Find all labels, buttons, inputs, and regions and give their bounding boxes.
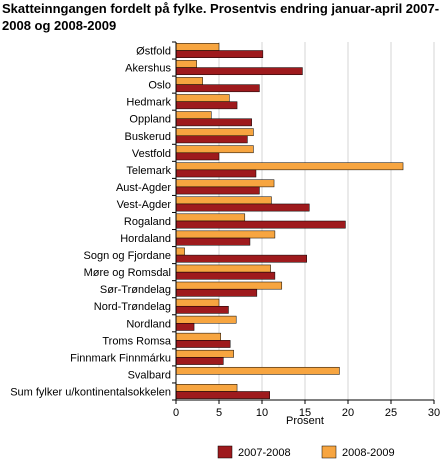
category-label: Østfold bbox=[136, 46, 171, 58]
category-label: Sør-Trøndelag bbox=[100, 284, 171, 296]
bar-2007-2008 bbox=[175, 271, 276, 280]
bar-2008-2009 bbox=[175, 128, 254, 137]
bar-2008-2009 bbox=[175, 77, 203, 85]
bar-2007-2008 bbox=[175, 237, 251, 246]
bar-2008-2009 bbox=[175, 111, 212, 119]
x-tick-label: 0 bbox=[173, 407, 179, 419]
bar-2007-2008 bbox=[175, 169, 257, 178]
category-label: Svalbard bbox=[128, 369, 171, 381]
axes bbox=[172, 41, 435, 404]
bar-2008-2009 bbox=[175, 162, 404, 171]
bar-2008-2009 bbox=[175, 366, 340, 375]
category-label: Hedmark bbox=[126, 97, 171, 109]
bar-2007-2008 bbox=[175, 391, 270, 399]
category-label: Nordland bbox=[126, 318, 171, 330]
bar-2008-2009 bbox=[175, 213, 246, 222]
x-tick-label: 20 bbox=[342, 407, 354, 419]
chart-title: Skatteinngangen fordelt på fylke. Prosen… bbox=[2, 1, 440, 33]
category-label: Finnmark Finnmárku bbox=[70, 352, 171, 364]
bar-2008-2009 bbox=[175, 332, 221, 341]
bar-2008-2009 bbox=[175, 298, 220, 307]
bar-2008-2009 bbox=[175, 264, 271, 273]
bar-2008-2009 bbox=[175, 247, 185, 256]
legend: 2007-2008 2008-2009 bbox=[217, 445, 395, 459]
legend-label: 2007-2008 bbox=[238, 447, 291, 459]
x-tick-label: 15 bbox=[299, 407, 311, 419]
category-label: Vestfold bbox=[132, 148, 171, 160]
legend-label: 2008-2009 bbox=[342, 447, 395, 459]
bar-2008-2009 bbox=[175, 43, 220, 51]
x-tick-label: 10 bbox=[256, 407, 268, 419]
category-label: Rogaland bbox=[124, 216, 171, 228]
category-label: Møre og Romsdal bbox=[84, 267, 171, 279]
bar-2007-2008 bbox=[175, 305, 229, 314]
bar-2008-2009 bbox=[175, 145, 254, 154]
bar-2008-2009 bbox=[175, 60, 197, 68]
bar-2008-2009 bbox=[175, 94, 230, 102]
bar-2007-2008 bbox=[175, 186, 260, 195]
bar-2008-2009 bbox=[175, 315, 237, 324]
category-label: Oslo bbox=[148, 80, 171, 92]
bar-2007-2008 bbox=[175, 67, 303, 76]
x-tick-label: 25 bbox=[385, 407, 397, 419]
category-label: Oppland bbox=[129, 114, 171, 126]
bar-2007-2008 bbox=[175, 152, 220, 161]
bar-2008-2009 bbox=[175, 230, 276, 239]
category-label: Troms Romsa bbox=[102, 335, 172, 347]
bar-2007-2008 bbox=[175, 340, 231, 348]
category-label: Sogn og Fjordane bbox=[84, 250, 171, 262]
bar-2007-2008 bbox=[175, 288, 258, 297]
bar-2007-2008 bbox=[175, 323, 195, 331]
bar-2007-2008 bbox=[175, 118, 252, 127]
bar-2008-2009 bbox=[175, 179, 275, 188]
category-label: Buskerud bbox=[125, 131, 171, 143]
x-tick-label: 5 bbox=[216, 407, 222, 419]
category-label: Telemark bbox=[126, 165, 171, 177]
legend-swatch bbox=[321, 445, 337, 459]
category-label: Sum fylker u/kontinentalsokkelen bbox=[10, 386, 171, 398]
bar-2007-2008 bbox=[175, 84, 260, 93]
category-label: Nord-Trøndelag bbox=[94, 301, 171, 313]
category-label: Vest-Agder bbox=[117, 199, 172, 211]
x-axis-title: Prosent bbox=[286, 415, 324, 427]
bars bbox=[175, 43, 404, 399]
category-label: Aust-Agder bbox=[116, 182, 171, 194]
bar-2007-2008 bbox=[175, 357, 224, 365]
x-tick-labels: 0 5 10 15 20 25 30 bbox=[173, 407, 440, 419]
bar-2007-2008 bbox=[175, 50, 264, 58]
bar-2007-2008 bbox=[175, 135, 248, 144]
bar-2008-2009 bbox=[175, 281, 283, 290]
legend-swatch bbox=[217, 445, 233, 459]
bar-2007-2008 bbox=[175, 220, 346, 229]
bar-2007-2008 bbox=[175, 101, 238, 110]
category-labels: Østfold Akershus Oslo Hedmark Oppland Buskeru… bbox=[10, 46, 172, 399]
bar-2008-2009 bbox=[175, 349, 234, 358]
category-label: Akershus bbox=[125, 63, 171, 75]
bar-2007-2008 bbox=[175, 203, 310, 212]
bar-2008-2009 bbox=[175, 196, 272, 205]
bar-2007-2008 bbox=[175, 254, 307, 263]
bar-2008-2009 bbox=[175, 384, 238, 392]
x-tick-label: 30 bbox=[428, 407, 440, 419]
category-label: Hordaland bbox=[120, 233, 171, 245]
